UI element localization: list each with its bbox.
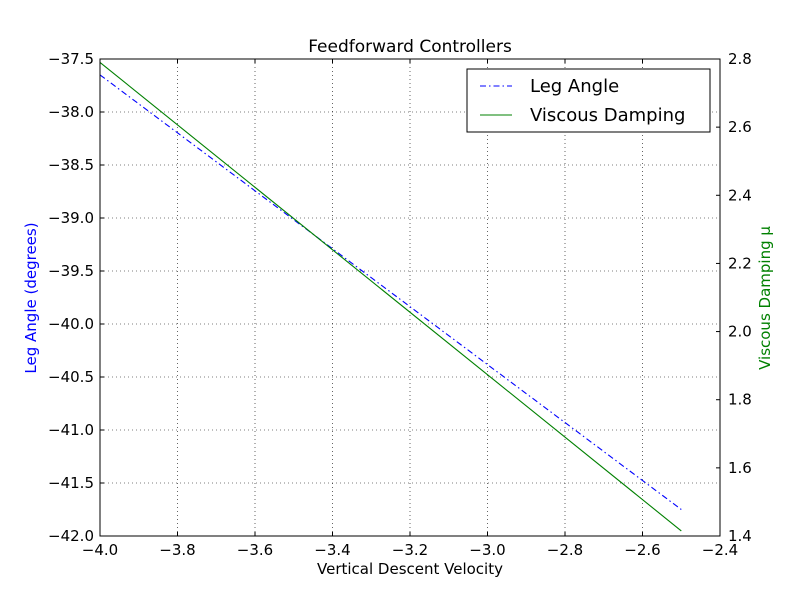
series-layer [99,61,682,532]
y-right-tick-label: 1.8 [728,391,752,409]
y-right-tick-label: 2.0 [728,323,752,341]
chart-title: Feedforward Controllers [308,37,512,57]
legend-frame [466,68,711,133]
y-right-tick-label: 1.4 [728,527,752,545]
y-left-tick-label: −38.5 [48,156,94,174]
y-right-tick-label: 2.8 [728,50,752,68]
y-right-tick-label: 2.4 [728,186,752,204]
y-left-tick-label: −41.5 [48,474,94,492]
y-left-tick-label: −37.5 [48,50,94,68]
y-left-tick-label: −39.0 [48,209,94,227]
x-tick-label: −2.4 [702,541,738,559]
x-tick-label: −3.6 [237,541,273,559]
series-line-viscous-damping [99,61,682,532]
y-right-tick-label: 2.2 [728,254,752,272]
x-tick-label: −4.0 [82,541,118,559]
x-tick-label: −3.2 [392,541,428,559]
y-right-tick-label: 1.6 [728,459,752,477]
x-tick-label: −2.6 [624,541,660,559]
plot-background [100,59,720,536]
x-axis-label: Vertical Descent Velocity [317,560,503,578]
y-left-tick-label: −42.0 [48,527,94,545]
y-left-tick-label: −38.0 [48,103,94,121]
legend-label-viscous-damping: Viscous Damping [530,105,685,126]
y-axis-label-left: Leg Angle (degrees) [22,222,40,373]
y-left-tick-label: −41.0 [48,421,94,439]
x-tick-label: −3.8 [159,541,195,559]
y-left-tick-label: −40.5 [48,368,94,386]
y-left-tick-label: −39.5 [48,262,94,280]
ticks-layer: −4.0 −3.8 −3.6 −3.4 −3.2 −3.0 −2.8 −2.6 −2.4 −42.… [48,50,752,559]
x-tick-label: −3.0 [469,541,505,559]
x-tick-label: −2.8 [547,541,583,559]
legend: Leg Angle Viscous Damping [466,68,711,133]
x-tick-label: −3.4 [314,541,350,559]
y-left-tick-label: −40.0 [48,315,94,333]
legend-label-leg-angle: Leg Angle [530,76,619,97]
y-right-tick-label: 2.6 [728,118,752,136]
y-axis-label-right: Viscous Damping μ [756,226,774,370]
